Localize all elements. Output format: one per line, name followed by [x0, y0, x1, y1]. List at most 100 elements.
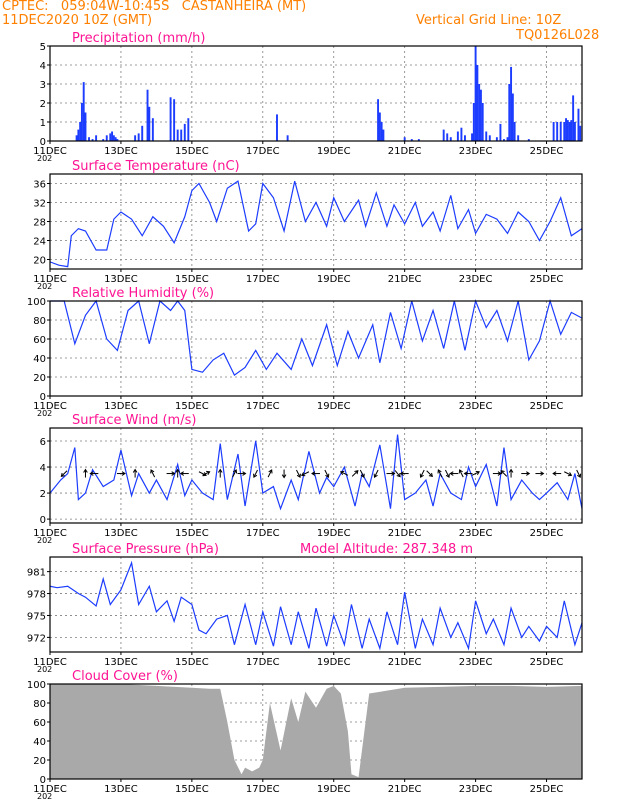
x-tick-label: 19DEC [317, 528, 351, 539]
x-tick-label: 13DEC [104, 401, 138, 412]
wind-arrow-head [567, 472, 573, 477]
wind-arrow [311, 471, 320, 476]
wind-arrow-head [540, 471, 545, 476]
wind-arrow [552, 471, 562, 476]
wind-arrow-head [419, 473, 424, 478]
wind-arrow [399, 471, 409, 476]
precip-bar [570, 120, 573, 141]
precip-bar [148, 106, 151, 141]
x-tick-label: 11DEC [33, 784, 67, 795]
y-tick-label: 100 [27, 297, 46, 308]
x-tick-label: 13DEC [104, 274, 138, 285]
precip-bar [573, 122, 576, 141]
wind-arrow-head [281, 474, 287, 479]
wind-arrow-head [60, 472, 65, 478]
x-tick-label: 25DEC [530, 784, 564, 795]
wind-arrow [116, 471, 126, 476]
wind-arrow-head [399, 471, 404, 476]
wind-arrow-shaft [459, 469, 464, 478]
x-tick-label: 21DEC [388, 401, 422, 412]
wind-arrow-head [391, 471, 396, 476]
precip-bar [479, 89, 482, 141]
precip-bar [506, 137, 509, 141]
precip-bar [173, 99, 176, 141]
x-tick-label: 25DEC [530, 401, 564, 412]
surface-wind-m-s-frame [49, 427, 583, 524]
wind-arrow-shaft [359, 469, 365, 478]
wind-arrow [359, 469, 365, 478]
x-tick-label: 11DEC [33, 657, 67, 668]
wind-arrow-head [526, 471, 531, 476]
x-year-fragment: 202 [37, 409, 52, 418]
wind-arrow-head [497, 471, 502, 476]
y-tick-label: 60 [33, 335, 46, 346]
wind-arrow-shaft [198, 471, 207, 476]
y-tick-label: 60 [33, 718, 46, 729]
x-tick-label: 13DEC [104, 784, 138, 795]
precip-bar [187, 118, 190, 141]
x-tick-label: 19DEC [317, 784, 351, 795]
y-tick-label: 40 [33, 354, 46, 365]
wind-arrow-head [89, 471, 94, 476]
precip-bar [84, 112, 87, 141]
wind-arrow [132, 468, 138, 478]
wind-arrow-head [217, 468, 223, 473]
wind-arrow [232, 469, 238, 478]
x-tick-label: 17DEC [246, 401, 280, 412]
precip-bar [568, 122, 571, 141]
precip-bar [559, 122, 562, 141]
x-tick-label: 21DEC [388, 657, 422, 668]
y-tick-label: 100 [27, 680, 46, 691]
wind-arrow-shaft [437, 469, 443, 478]
wind-arrow-shaft [267, 469, 273, 478]
precip-bar [380, 122, 383, 141]
x-tick-label: 19DEC [317, 657, 351, 668]
wind-arrow [89, 471, 99, 476]
precip-bar [488, 135, 491, 141]
wind-arrow [253, 469, 258, 478]
y-tick-label: 0 [40, 137, 46, 148]
x-tick-label: 21DEC [388, 146, 422, 157]
x-tick-label: 15DEC [175, 784, 209, 795]
precip-bar [513, 122, 516, 141]
x-tick-label: 23DEC [459, 274, 493, 285]
x-tick-label: 11DEC [33, 146, 67, 157]
wind-arrow [60, 470, 68, 478]
surface-pressure-hpa-title: Surface Pressure (hPa) [72, 542, 219, 557]
precip-bar [77, 129, 80, 141]
wind-arrow [281, 469, 287, 479]
precip-bar [141, 125, 144, 141]
precip-bar [463, 135, 466, 141]
wind-arrow-shaft [564, 471, 572, 476]
precip-bar [503, 139, 505, 141]
wind-arrow-head [325, 473, 330, 478]
cloud-cover-area [50, 684, 582, 779]
precip-bar [180, 129, 183, 141]
wind-arrow-shaft [394, 470, 401, 477]
precip-bar [377, 99, 380, 141]
x-year-fragment: 202 [37, 282, 52, 291]
wind-arrow [202, 470, 211, 476]
surface-pressure-hpa-frame [49, 556, 583, 653]
x-tick-label: 13DEC [104, 657, 138, 668]
wind-arrow-head [202, 472, 207, 477]
precip-bar [478, 84, 481, 141]
x-tick-label: 25DEC [530, 274, 564, 285]
surface-temperature-nc-title: Surface Temperature (nC) [72, 159, 240, 174]
x-tick-label: 23DEC [459, 657, 493, 668]
x-year-fragment: 202 [37, 536, 52, 545]
cloud-cover-title: Cloud Cover (%) [72, 669, 178, 684]
precip-bar [75, 135, 78, 141]
x-tick-label: 11DEC [33, 274, 67, 285]
wind-arrow-shaft [61, 470, 68, 477]
y-tick-label: 4 [40, 61, 46, 72]
x-tick-label: 17DEC [246, 528, 280, 539]
x-tick-label: 15DEC [175, 528, 209, 539]
x-year-fragment: 202 [37, 665, 52, 674]
wind-arrow-head [458, 469, 463, 474]
precip-bar [449, 137, 452, 141]
x-tick-label: 11DEC [33, 528, 67, 539]
wind-arrow [564, 471, 573, 477]
x-tick-label: 19DEC [317, 274, 351, 285]
precipitation-mm-h-frame [49, 45, 583, 142]
